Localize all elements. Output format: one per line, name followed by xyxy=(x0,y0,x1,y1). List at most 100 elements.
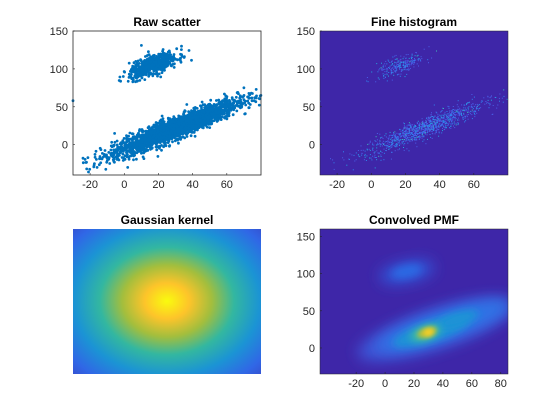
histogram-bin xyxy=(436,112,438,114)
histogram-bin xyxy=(415,137,417,139)
histogram-bin xyxy=(458,111,460,113)
histogram-bin xyxy=(421,58,423,60)
histogram-bin xyxy=(411,62,412,64)
histogram-bin xyxy=(385,136,387,138)
scatter-point xyxy=(248,103,252,106)
histogram-bin xyxy=(451,123,453,125)
histogram-bin xyxy=(392,56,394,58)
scatter-point xyxy=(180,120,184,123)
histogram-bin xyxy=(435,126,436,128)
histogram-bin xyxy=(391,139,393,141)
histogram-bin xyxy=(377,152,379,154)
scatter-point xyxy=(136,67,139,71)
scatter-point xyxy=(199,122,203,126)
scatter-point xyxy=(214,109,218,113)
scatter-point xyxy=(214,117,218,121)
histogram-bin xyxy=(421,134,423,136)
histogram-bin xyxy=(408,131,410,132)
scatter-point xyxy=(176,118,180,121)
histogram-bin xyxy=(366,155,368,157)
histogram-bin xyxy=(425,127,427,129)
scatter-point xyxy=(228,104,232,108)
scatter-point xyxy=(150,143,154,147)
histogram-bin xyxy=(437,115,439,117)
scatter-point xyxy=(130,66,134,70)
histogram-bin xyxy=(429,130,430,132)
histogram-bin xyxy=(430,127,432,129)
histogram-bin xyxy=(358,155,360,157)
scatter-point xyxy=(170,64,173,68)
histogram-bin xyxy=(406,125,408,127)
scatter-point xyxy=(132,145,136,149)
histogram-bin xyxy=(429,119,431,121)
histogram-bin xyxy=(465,107,467,109)
histogram-bin xyxy=(389,146,390,148)
scatter-point xyxy=(137,62,141,65)
scatter-point xyxy=(231,106,235,110)
scatter-point xyxy=(224,101,227,105)
histogram-bin xyxy=(407,124,409,126)
scatter-point xyxy=(116,148,120,152)
scatter-point xyxy=(131,135,135,139)
histogram-bin xyxy=(364,156,366,158)
scatter-point xyxy=(244,103,248,107)
histogram-bin xyxy=(446,113,448,115)
histogram-bin xyxy=(455,122,457,124)
scatter-point xyxy=(158,144,162,148)
histogram-bin xyxy=(466,104,467,106)
histogram-bin xyxy=(432,126,434,128)
histogram-bin xyxy=(417,123,418,125)
histogram-bin xyxy=(484,103,486,105)
histogram-bin xyxy=(405,65,407,67)
scatter-point xyxy=(127,149,131,153)
histogram-bin xyxy=(455,111,457,113)
scatter-point xyxy=(165,52,169,56)
histogram-bin xyxy=(397,61,399,63)
histogram-bin xyxy=(397,139,399,140)
histogram-bin xyxy=(408,65,410,67)
fine-histogram-xtick-label: 40 xyxy=(434,179,446,191)
scatter-point xyxy=(138,139,142,143)
histogram-bin xyxy=(389,146,391,148)
histogram-bin xyxy=(440,111,442,113)
histogram-bin xyxy=(414,140,416,141)
scatter-point xyxy=(139,147,143,151)
histogram-bin xyxy=(400,64,401,66)
scatter-point xyxy=(225,105,228,109)
histogram-bin xyxy=(420,128,422,130)
histogram-bin xyxy=(422,136,424,138)
scatter-point xyxy=(159,66,163,70)
histogram-bin xyxy=(408,129,410,131)
scatter-point xyxy=(168,144,171,148)
histogram-bin xyxy=(421,125,423,127)
scatter-point xyxy=(154,132,158,135)
histogram-bin xyxy=(386,80,388,82)
histogram-bin xyxy=(416,139,418,141)
histogram-bin xyxy=(409,68,411,69)
histogram-bin xyxy=(403,125,405,127)
histogram-bin xyxy=(479,107,480,109)
histogram-bin xyxy=(349,153,351,155)
histogram-bin xyxy=(390,73,392,75)
histogram-bin xyxy=(435,130,437,132)
histogram-bin xyxy=(429,121,431,123)
histogram-bin xyxy=(436,129,438,131)
scatter-point xyxy=(102,155,105,159)
histogram-bin xyxy=(390,137,392,139)
scatter-point xyxy=(189,119,192,123)
histogram-bin xyxy=(378,155,380,157)
histogram-bin xyxy=(475,106,477,108)
scatter-point xyxy=(125,134,128,138)
histogram-bin xyxy=(383,148,385,150)
histogram-bin xyxy=(476,112,478,114)
histogram-bin xyxy=(403,136,405,138)
histogram-bin xyxy=(394,68,396,69)
scatter-point xyxy=(138,143,142,147)
histogram-bin xyxy=(449,112,450,114)
fine-histogram-ytick-label: 100 xyxy=(297,64,315,76)
histogram-bin xyxy=(460,112,462,114)
histogram-bin xyxy=(376,133,378,134)
histogram-bin xyxy=(423,48,425,50)
histogram-bin xyxy=(413,126,415,128)
